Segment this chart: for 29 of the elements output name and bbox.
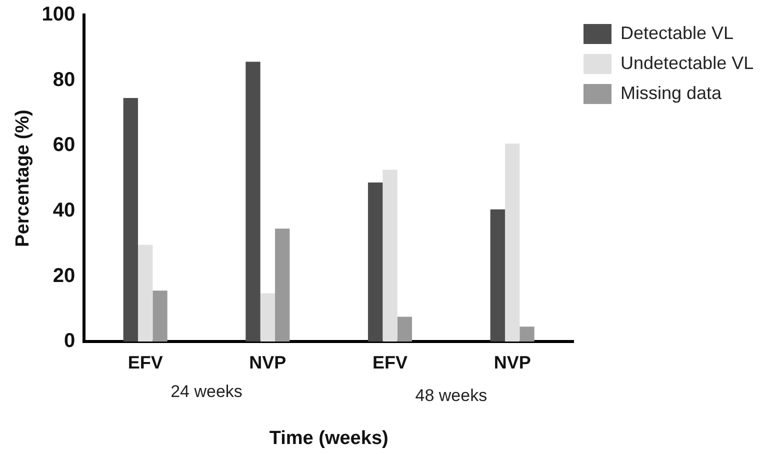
y-axis-title: Percentage (%)	[12, 110, 34, 247]
y-tick-label: 100	[42, 4, 76, 26]
bar	[275, 228, 290, 342]
bar	[490, 209, 505, 342]
text: 48 weeks	[415, 386, 488, 405]
x-tick-label: NVP	[494, 352, 531, 372]
legend-label: Missing data	[620, 82, 723, 103]
x-axis-title: Time (weeks)	[269, 428, 388, 449]
x-tick-label: NVP	[249, 352, 286, 372]
bar	[260, 293, 276, 342]
y-tick-label: 0	[64, 330, 76, 352]
text: 24 weeks	[170, 382, 242, 401]
x-tick-label: EFV	[128, 352, 163, 372]
y-tick-label: 40	[52, 199, 76, 222]
bar	[246, 62, 260, 342]
bar	[123, 98, 138, 342]
bar	[397, 316, 412, 342]
legend-label: Detectable VL	[620, 22, 734, 43]
bar	[520, 326, 534, 342]
bar	[152, 290, 168, 342]
bar	[504, 144, 520, 342]
legend-label: Undetectable VL	[620, 52, 754, 73]
bar	[138, 244, 153, 342]
bar	[368, 182, 383, 342]
x-tick-label: EFV	[372, 352, 408, 372]
y-tick-label: 60	[52, 134, 76, 156]
y-tick-label: 80	[52, 68, 76, 91]
y-tick-label: 20	[52, 264, 76, 287]
bar	[382, 170, 398, 342]
